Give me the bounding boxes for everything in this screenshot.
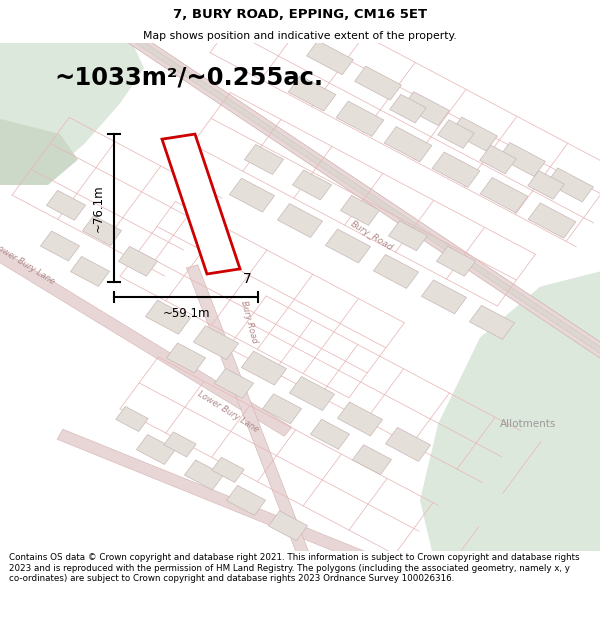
Polygon shape [164, 432, 196, 457]
Polygon shape [421, 280, 467, 314]
Text: ~1033m²/~0.255ac.: ~1033m²/~0.255ac. [54, 66, 323, 89]
Polygon shape [388, 221, 428, 251]
Polygon shape [193, 326, 239, 359]
Polygon shape [547, 168, 593, 202]
Polygon shape [118, 246, 158, 276]
Polygon shape [214, 368, 254, 398]
Polygon shape [166, 343, 206, 373]
Polygon shape [420, 271, 600, 551]
Polygon shape [292, 170, 332, 200]
Polygon shape [46, 191, 86, 220]
Polygon shape [528, 203, 576, 238]
Polygon shape [70, 256, 110, 286]
Polygon shape [337, 402, 383, 436]
Polygon shape [352, 445, 392, 474]
Polygon shape [0, 244, 292, 436]
Polygon shape [226, 486, 266, 516]
Polygon shape [432, 152, 480, 188]
Polygon shape [212, 458, 244, 482]
Polygon shape [340, 196, 380, 226]
Polygon shape [336, 101, 384, 136]
Text: ~59.1m: ~59.1m [162, 307, 210, 320]
Polygon shape [289, 377, 335, 411]
Polygon shape [438, 120, 474, 148]
Polygon shape [127, 32, 600, 363]
Text: Allotments: Allotments [500, 419, 556, 429]
Polygon shape [499, 142, 545, 176]
Polygon shape [288, 76, 336, 111]
Polygon shape [390, 94, 426, 123]
Text: Bury Road: Bury Road [239, 300, 259, 344]
Polygon shape [241, 351, 287, 385]
Polygon shape [186, 265, 318, 578]
Polygon shape [0, 42, 144, 185]
Polygon shape [229, 178, 275, 212]
Polygon shape [403, 92, 449, 126]
Polygon shape [355, 66, 401, 100]
Text: Lower Bury Lane: Lower Bury Lane [0, 241, 56, 286]
Polygon shape [528, 171, 564, 199]
Polygon shape [136, 434, 176, 464]
Text: Map shows position and indicative extent of the property.: Map shows position and indicative extent… [143, 31, 457, 41]
Polygon shape [116, 406, 148, 431]
Polygon shape [310, 419, 350, 449]
Polygon shape [262, 394, 302, 424]
Polygon shape [145, 300, 191, 334]
Polygon shape [130, 36, 600, 360]
Polygon shape [385, 428, 431, 461]
Polygon shape [307, 41, 353, 75]
Text: 7: 7 [243, 272, 252, 286]
Polygon shape [162, 134, 240, 274]
Text: ~76.1m: ~76.1m [92, 184, 105, 232]
Text: Lower Bury Lane: Lower Bury Lane [196, 389, 260, 434]
Polygon shape [480, 177, 528, 212]
Text: Contains OS data © Crown copyright and database right 2021. This information is : Contains OS data © Crown copyright and d… [9, 554, 580, 583]
Polygon shape [184, 460, 224, 490]
Polygon shape [268, 511, 308, 541]
Polygon shape [373, 254, 419, 288]
Polygon shape [82, 216, 122, 246]
Polygon shape [436, 246, 476, 276]
Polygon shape [325, 229, 371, 263]
Polygon shape [244, 144, 284, 174]
Polygon shape [277, 204, 323, 238]
Polygon shape [384, 127, 432, 162]
Polygon shape [57, 429, 453, 597]
Polygon shape [0, 119, 78, 185]
Text: Bury_Road: Bury_Road [349, 219, 395, 253]
Polygon shape [469, 306, 515, 339]
Polygon shape [40, 231, 80, 261]
Polygon shape [451, 117, 497, 151]
Text: 7, BURY ROAD, EPPING, CM16 5ET: 7, BURY ROAD, EPPING, CM16 5ET [173, 9, 427, 21]
Polygon shape [480, 145, 516, 174]
